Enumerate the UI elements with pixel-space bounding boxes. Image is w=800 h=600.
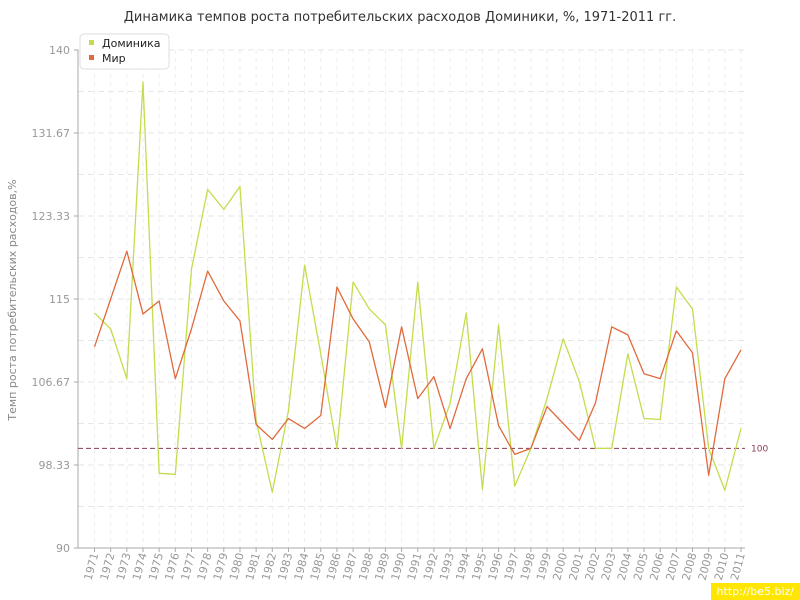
y-tick-label: 98.33 bbox=[39, 459, 71, 472]
y-tick-label: 115 bbox=[49, 293, 70, 306]
legend-swatch bbox=[89, 40, 94, 45]
grid-lines bbox=[78, 49, 745, 548]
series-lines bbox=[93, 81, 742, 493]
legend-item-2: Мир bbox=[102, 52, 126, 65]
y-tick-label: 123.33 bbox=[32, 210, 71, 223]
y-tick-labels: 90 98.33 106.67 115 123.33 131.67 140 bbox=[32, 44, 71, 555]
y-tick-label: 131.67 bbox=[32, 127, 71, 140]
legend-box bbox=[79, 33, 170, 70]
y-tick-label: 90 bbox=[56, 542, 70, 555]
x-tick-labels: 1971197219731974197519761977197819791980… bbox=[82, 551, 748, 581]
series-line-2 bbox=[93, 250, 742, 476]
reference-line-group: 100 bbox=[78, 444, 768, 454]
series-line-1 bbox=[94, 81, 742, 493]
chart-title: Динамика темпов роста потребительских ра… bbox=[123, 10, 677, 25]
axes bbox=[74, 49, 745, 552]
legend-swatch bbox=[89, 55, 94, 60]
watermark-link[interactable]: http://be5.biz/ bbox=[710, 583, 800, 600]
y-axis-label: Темп роста потребительских расходов,% bbox=[6, 179, 19, 421]
reference-line-label: 100 bbox=[751, 444, 768, 454]
legend-item-1: Доминика bbox=[102, 37, 161, 50]
y-tick-label: 106.67 bbox=[32, 376, 71, 389]
legend[interactable]: Доминика Мир bbox=[79, 33, 170, 70]
y-tick-label: 140 bbox=[49, 44, 70, 57]
